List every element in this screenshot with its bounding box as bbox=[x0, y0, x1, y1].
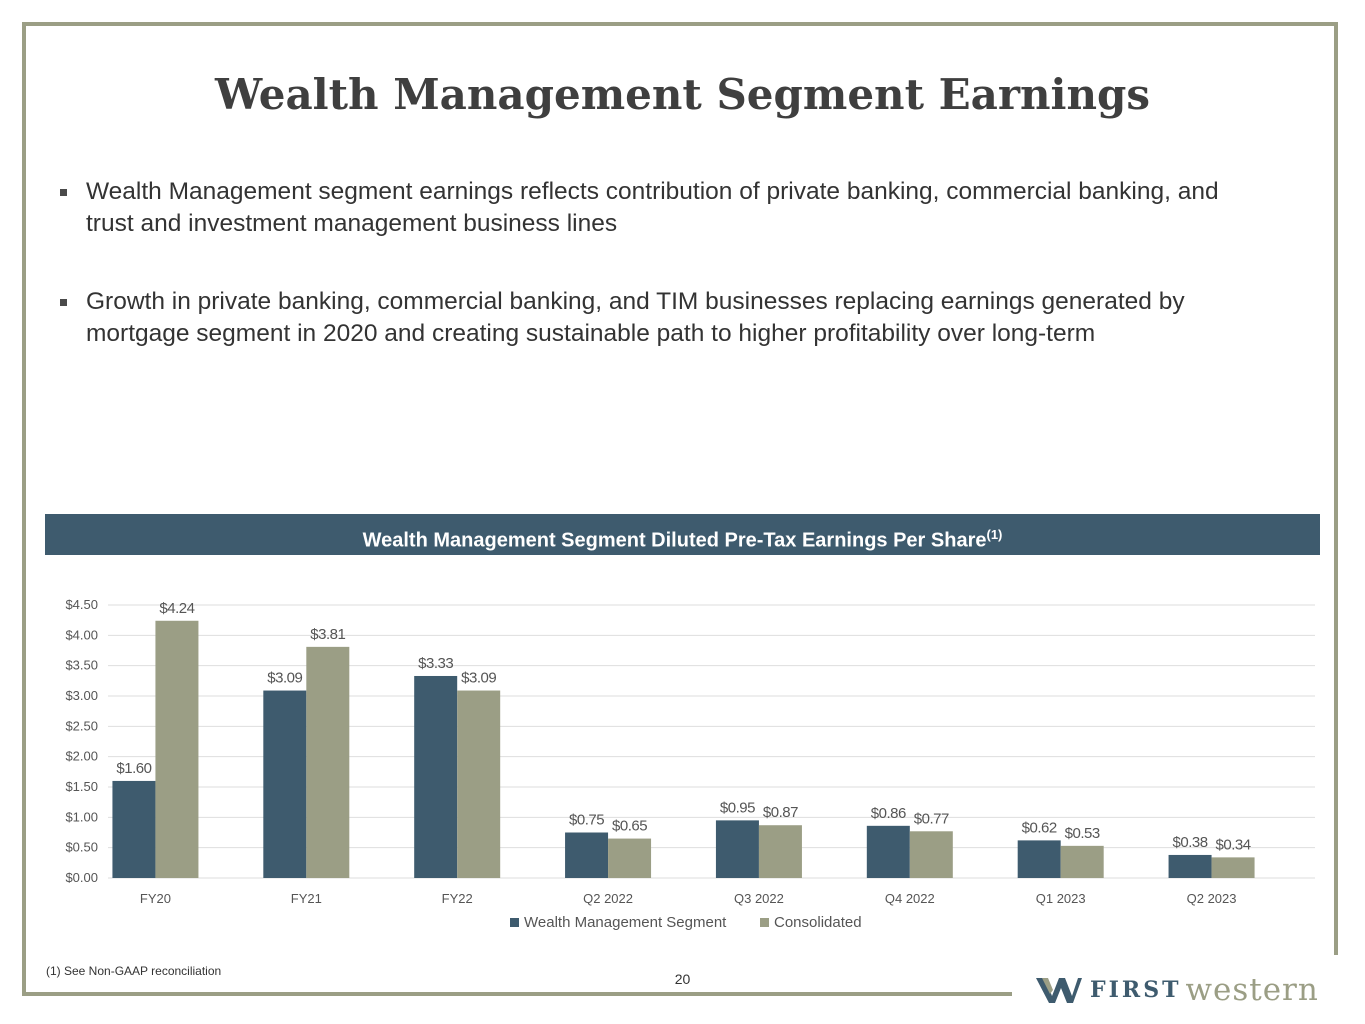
y-tick-label: $1.00 bbox=[65, 809, 98, 824]
frame-gap-right bbox=[1334, 955, 1344, 1005]
data-label: $0.62 bbox=[1022, 819, 1057, 836]
x-tick-label: FY22 bbox=[442, 891, 473, 906]
data-label: $0.87 bbox=[763, 804, 798, 821]
bar bbox=[1060, 845, 1104, 878]
slide-title: Wealth Management Segment Earnings bbox=[215, 70, 1150, 119]
bar bbox=[112, 780, 156, 878]
y-tick-label: $3.00 bbox=[65, 688, 98, 703]
y-tick-label: $1.50 bbox=[65, 779, 98, 794]
bar bbox=[909, 831, 953, 878]
logo-w-icon bbox=[1036, 978, 1082, 1003]
legend-swatch bbox=[510, 918, 519, 927]
bar-chart: $0.00 $0.50 $1.00 $1.50 $2.00 $2.50 $3.00 $3.50… bbox=[65, 597, 1315, 931]
x-tick-label: Q2 2023 bbox=[1187, 891, 1237, 906]
legend-swatch bbox=[760, 918, 769, 927]
bar bbox=[414, 675, 458, 878]
data-label: $0.65 bbox=[612, 818, 647, 835]
chart-header: Wealth Management Segment Diluted Pre-Ta… bbox=[45, 514, 1320, 555]
bar bbox=[608, 838, 652, 878]
data-label: $0.77 bbox=[914, 810, 949, 827]
bar bbox=[263, 690, 307, 878]
bar bbox=[1017, 840, 1061, 878]
data-label: $0.75 bbox=[569, 812, 604, 829]
footnote: (1) See Non-GAAP reconciliation bbox=[46, 964, 222, 978]
data-label: $0.95 bbox=[720, 799, 755, 816]
company-logo: FIRST western bbox=[1036, 970, 1319, 1010]
bar bbox=[565, 832, 609, 878]
y-tick-label: $2.50 bbox=[65, 718, 98, 733]
bar bbox=[457, 690, 501, 878]
x-tick-label: Q2 2022 bbox=[583, 891, 633, 906]
chart-header-footnote-ref: (1) bbox=[986, 527, 1003, 542]
x-tick-label: Q3 2022 bbox=[734, 891, 784, 906]
x-tick-label: Q4 2022 bbox=[885, 891, 935, 906]
y-tick-label: $0.00 bbox=[65, 870, 98, 885]
bullet-square-icon bbox=[60, 299, 67, 306]
legend-label: Consolidated bbox=[774, 914, 862, 931]
page-number: 20 bbox=[674, 971, 691, 987]
x-tick-label: FY20 bbox=[140, 891, 171, 906]
bullet-item: Wealth Management segment earnings refle… bbox=[60, 176, 1260, 240]
data-label: $0.34 bbox=[1216, 836, 1251, 853]
data-label: $1.60 bbox=[116, 760, 151, 777]
x-tick-label: Q1 2023 bbox=[1036, 891, 1086, 906]
bar bbox=[1211, 857, 1255, 878]
bar bbox=[1168, 854, 1212, 878]
y-tick-label: $2.00 bbox=[65, 749, 98, 764]
bullet-list: Wealth Management segment earnings refle… bbox=[60, 176, 1260, 396]
bullet-text: Growth in private banking, commercial ba… bbox=[86, 288, 1185, 347]
y-tick-label: $4.00 bbox=[65, 627, 98, 642]
data-label: $0.53 bbox=[1065, 825, 1100, 842]
data-label: $4.24 bbox=[159, 600, 194, 617]
logo-text-western: western bbox=[1185, 972, 1319, 1008]
bar bbox=[758, 825, 802, 878]
x-tick-label: FY21 bbox=[291, 891, 322, 906]
frame-gap bbox=[1012, 990, 1342, 1002]
bar bbox=[866, 825, 910, 878]
bullet-item: Growth in private banking, commercial ba… bbox=[60, 286, 1260, 350]
y-tick-label: $4.50 bbox=[65, 597, 98, 612]
data-label: $3.09 bbox=[267, 670, 302, 687]
bullet-square-icon bbox=[60, 189, 67, 196]
data-label: $3.33 bbox=[418, 655, 453, 672]
data-label: $3.09 bbox=[461, 670, 496, 687]
y-tick-label: $3.50 bbox=[65, 658, 98, 673]
chart-header-text: Wealth Management Segment Diluted Pre-Ta… bbox=[362, 529, 987, 552]
bar bbox=[155, 620, 199, 878]
data-label: $0.86 bbox=[871, 805, 906, 822]
bar bbox=[715, 820, 759, 878]
y-tick-label: $0.50 bbox=[65, 840, 98, 855]
slide-frame bbox=[22, 22, 1338, 996]
bullet-text: Wealth Management segment earnings refle… bbox=[86, 178, 1219, 237]
data-label: $3.81 bbox=[310, 626, 345, 643]
bar bbox=[306, 646, 350, 878]
data-label: $0.38 bbox=[1173, 834, 1208, 851]
logo-text-first: FIRST bbox=[1090, 977, 1182, 1003]
legend-label: Wealth Management Segment bbox=[524, 914, 727, 931]
